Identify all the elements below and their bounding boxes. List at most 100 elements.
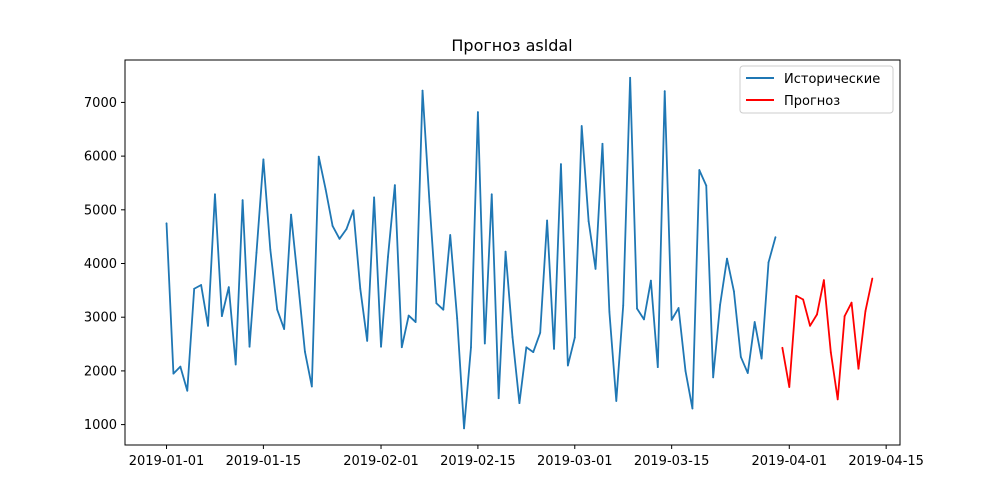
- data-point-historical: [643, 318, 645, 321]
- data-point-historical: [594, 267, 597, 270]
- data-point-historical: [726, 257, 728, 260]
- data-point-historical: [248, 345, 251, 348]
- x-tick-label: 2019-03-15: [634, 454, 710, 469]
- data-point-historical: [497, 397, 500, 400]
- data-point-historical: [684, 370, 687, 372]
- data-point-historical: [255, 251, 258, 254]
- legend-label: Исторические: [784, 72, 880, 87]
- data-point-historical: [297, 280, 299, 283]
- data-point-historical: [234, 363, 237, 366]
- data-point-historical: [511, 336, 514, 338]
- data-point-historical: [760, 357, 763, 360]
- y-axis: 1000 2000 3000 4000 5000 6000 7000: [84, 96, 125, 433]
- data-point-historical: [746, 372, 749, 374]
- data-point-historical: [712, 376, 715, 379]
- data-point-forecast: [816, 313, 818, 316]
- data-point-historical: [359, 287, 362, 290]
- data-point-historical: [601, 142, 604, 145]
- data-point-historical: [186, 389, 189, 392]
- data-point-historical: [691, 407, 694, 410]
- data-point-historical: [442, 308, 445, 311]
- data-point-historical: [705, 184, 708, 187]
- data-point-historical: [407, 314, 410, 317]
- x-tick-label: 2019-02-15: [440, 454, 516, 469]
- data-point-historical: [525, 346, 528, 349]
- data-point-historical: [220, 315, 223, 318]
- data-point-historical: [449, 234, 452, 236]
- data-point-historical: [719, 303, 721, 306]
- data-point-historical: [304, 350, 306, 353]
- data-point-historical: [310, 385, 313, 388]
- data-point-historical: [283, 328, 286, 330]
- y-tick-label: 4000: [84, 257, 117, 272]
- data-point-historical: [387, 256, 389, 258]
- data-point-historical: [366, 339, 369, 342]
- data-point-forecast: [781, 346, 784, 349]
- data-point-historical: [470, 346, 472, 349]
- data-point-historical: [739, 356, 742, 358]
- data-point-historical: [774, 236, 777, 239]
- data-point-forecast: [788, 386, 791, 388]
- data-point-historical: [677, 307, 680, 309]
- data-point-historical: [207, 324, 209, 327]
- data-point-historical: [276, 308, 279, 311]
- data-point-historical: [414, 321, 417, 323]
- y-tick-label: 2000: [84, 364, 117, 379]
- data-point-historical: [546, 219, 548, 222]
- data-point-historical: [504, 250, 507, 253]
- data-point-historical: [463, 427, 465, 430]
- data-point-historical: [165, 222, 168, 225]
- data-point-historical: [345, 228, 348, 231]
- data-point-historical: [532, 351, 535, 354]
- data-point-historical: [483, 342, 486, 345]
- data-point-historical: [698, 169, 701, 171]
- series-line-forecast: [781, 278, 874, 401]
- legend: Исторические Прогноз: [739, 65, 894, 114]
- data-point-forecast: [809, 324, 811, 327]
- data-point-forecast: [829, 351, 832, 354]
- data-point-historical: [560, 163, 562, 166]
- x-tick-label: 2019-04-15: [848, 454, 924, 469]
- data-point-forecast: [857, 367, 860, 370]
- data-point-historical: [456, 317, 459, 320]
- series-layer: [165, 76, 874, 430]
- data-point-historical: [214, 193, 216, 196]
- data-point-historical: [331, 225, 334, 227]
- data-point-historical: [608, 310, 611, 313]
- data-point-historical: [753, 321, 756, 323]
- legend-box: [739, 65, 894, 114]
- data-point-historical: [733, 290, 735, 293]
- data-point-historical: [553, 347, 555, 350]
- data-point-historical: [767, 261, 770, 264]
- data-point-historical: [477, 111, 479, 113]
- data-point-historical: [573, 336, 576, 339]
- data-point-historical: [200, 284, 203, 286]
- x-axis: 2019-01-01 2019-01-15 2019-02-01 2019-02-15…: [129, 445, 924, 469]
- data-point-forecast: [822, 279, 825, 282]
- data-point-historical: [566, 364, 569, 367]
- data-point-historical: [636, 307, 638, 310]
- plot-frame: [124, 59, 901, 446]
- plot-area: [124, 59, 901, 446]
- data-point-historical: [393, 184, 396, 187]
- x-tick-label: 2019-04-01: [752, 454, 828, 469]
- data-point-historical: [262, 158, 265, 161]
- data-point-forecast: [871, 277, 874, 280]
- data-point-historical: [518, 402, 521, 405]
- data-point-historical: [670, 318, 673, 321]
- data-point-historical: [338, 237, 341, 240]
- x-tick-label: 2019-01-01: [129, 454, 205, 469]
- data-point-historical: [539, 331, 542, 334]
- data-point-historical: [227, 286, 230, 289]
- data-point-historical: [193, 287, 196, 290]
- data-point-historical: [435, 302, 438, 305]
- data-point-forecast: [836, 398, 839, 401]
- data-point-historical: [580, 125, 583, 127]
- data-point-forecast: [850, 301, 853, 304]
- data-point-historical: [352, 209, 355, 212]
- data-point-historical: [317, 155, 320, 158]
- chart-title: Прогноз asldal: [451, 36, 572, 55]
- data-point-historical: [400, 346, 403, 349]
- y-tick-label: 5000: [84, 203, 117, 218]
